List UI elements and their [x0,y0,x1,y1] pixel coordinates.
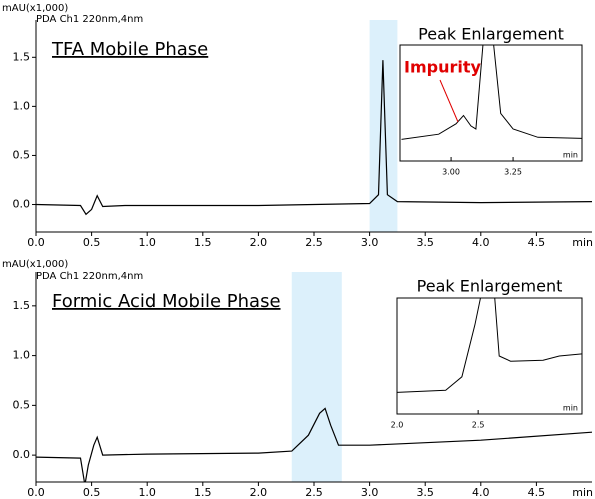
y-tick-label: 1.5 [13,299,31,312]
x-tick-label: 4.5 [528,486,546,499]
y-tick-label: 0.0 [13,198,31,211]
x-tick-label: 1.5 [194,486,212,499]
y-tick-label: 0.5 [13,398,31,411]
y-tick-label: 1.5 [13,50,31,63]
inset-title: Peak Enlargement [417,277,563,296]
y-tick-label: 1.0 [13,99,31,112]
inset-x-unit: min [563,404,578,413]
x-tick-label: 1.0 [138,236,156,249]
subtitle: PDA Ch1 220nm,4nm [36,14,143,25]
trace-line [36,407,592,482]
x-tick-label: 2.5 [305,486,323,499]
inset-title: Peak Enlargement [418,25,564,44]
x-tick-label: 2.0 [250,236,268,249]
x-tick-label: 0.0 [27,486,45,499]
inset-x-unit: min [563,151,578,160]
y-axis-label: mAU(x1,000) [2,259,68,270]
inset-box [399,44,583,162]
x-tick-label: 1.5 [194,236,212,249]
x-tick-label: 0.5 [83,486,101,499]
x-tick-label: 4.0 [472,236,490,249]
inset-trace-line [401,45,582,140]
y-axis-label: mAU(x1,000) [2,3,68,14]
y-tick-label: 0.0 [13,448,31,461]
x-unit: min [572,236,593,249]
inset-x-tick-label: 2.0 [391,421,404,430]
trace-line [36,60,592,216]
y-tick-label: 1.0 [13,349,31,362]
highlight-band [369,20,398,232]
inset-box [396,297,583,415]
x-tick-label: 4.5 [528,236,546,249]
x-tick-label: 3.5 [416,236,434,249]
x-tick-label: 2.5 [305,236,323,249]
x-tick-label: 3.5 [416,486,434,499]
inset-x-tick-label: 2.5 [472,421,485,430]
y-tick-label: 0.5 [13,148,31,161]
subtitle: PDA Ch1 220nm,4nm [36,271,143,282]
annotation: Impurity [404,58,481,77]
x-tick-label: 2.0 [250,486,268,499]
x-unit: min [572,486,593,499]
annotation-pointer [439,79,459,123]
x-tick-label: 3.0 [361,486,379,499]
chart-title: Formic Acid Mobile Phase [52,291,281,312]
highlight-band [291,272,342,482]
x-tick-label: 0.5 [83,236,101,249]
x-tick-label: 3.0 [361,236,379,249]
inset-x-tick-label: 3.25 [504,168,522,177]
x-tick-label: 1.0 [138,486,156,499]
x-tick-label: 4.0 [472,486,490,499]
chart-title: TFA Mobile Phase [51,39,208,60]
inset-trace-line [397,298,582,393]
x-tick-label: 0.0 [27,236,45,249]
inset-x-tick-label: 3.00 [442,168,460,177]
